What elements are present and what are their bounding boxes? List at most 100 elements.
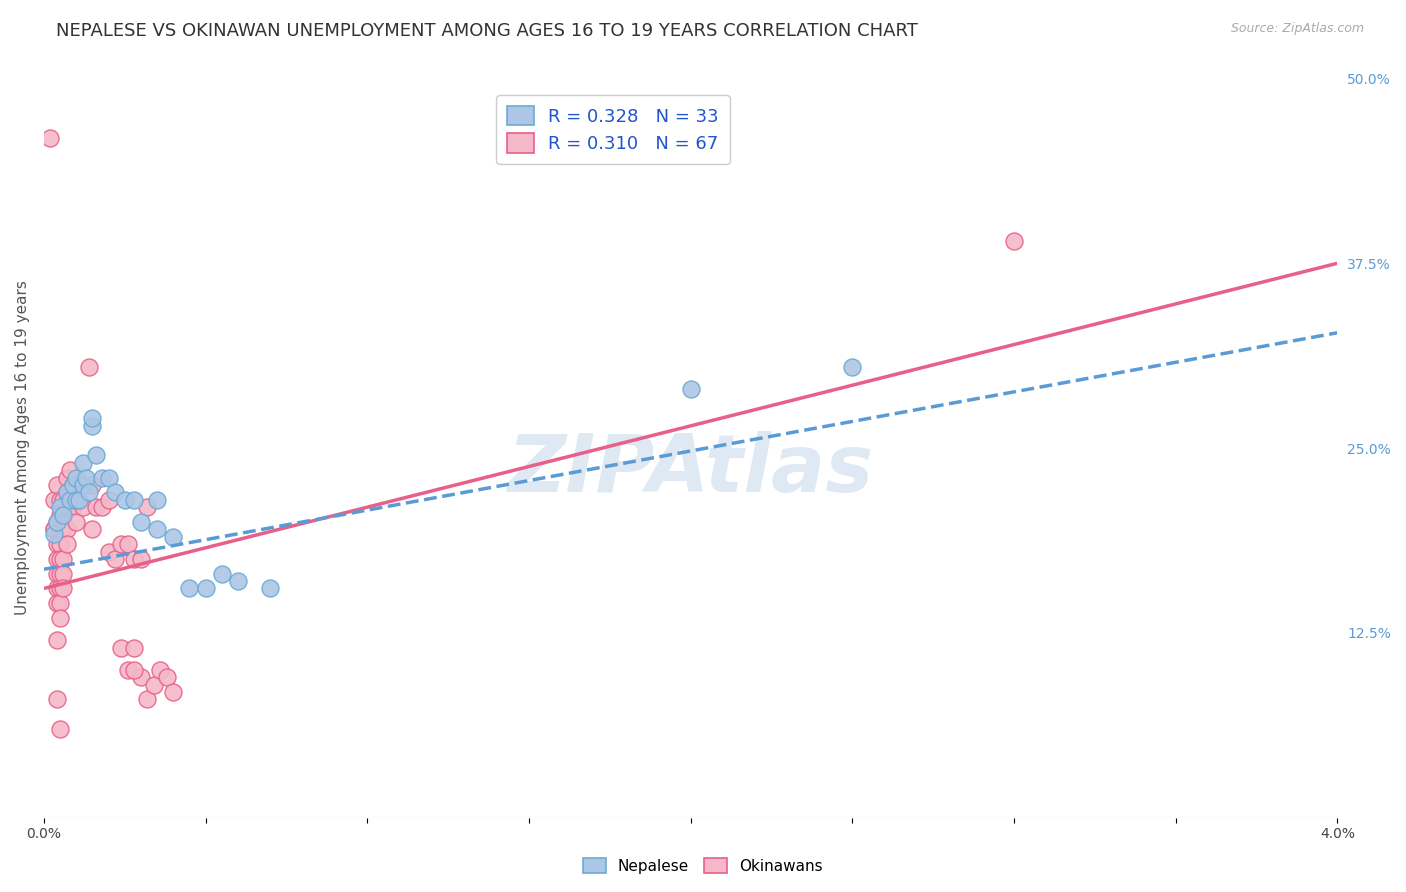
Point — [124, 552, 146, 566]
Point — [69, 492, 91, 507]
Point — [49, 492, 72, 507]
Point — [226, 574, 249, 588]
Point — [52, 552, 75, 566]
Point — [72, 500, 94, 515]
Point — [59, 485, 82, 500]
Point — [42, 526, 65, 541]
Point — [129, 552, 152, 566]
Y-axis label: Unemployment Among Ages 16 to 19 years: Unemployment Among Ages 16 to 19 years — [15, 281, 30, 615]
Point — [62, 478, 84, 492]
Point — [142, 677, 165, 691]
Legend: R = 0.328   N = 33, R = 0.310   N = 67: R = 0.328 N = 33, R = 0.310 N = 67 — [496, 95, 730, 163]
Point — [194, 582, 217, 596]
Point — [82, 411, 104, 425]
Point — [75, 470, 97, 484]
Point — [52, 582, 75, 596]
Point — [72, 456, 94, 470]
Point — [162, 530, 184, 544]
Point — [52, 522, 75, 536]
Point — [55, 470, 77, 484]
Point — [45, 566, 67, 581]
Point — [45, 515, 67, 529]
Point — [55, 500, 77, 515]
Point — [97, 470, 120, 484]
Point — [77, 359, 100, 374]
Point — [55, 485, 77, 500]
Point — [156, 670, 179, 684]
Point — [84, 449, 107, 463]
Point — [49, 582, 72, 596]
Point — [45, 692, 67, 706]
Point — [82, 522, 104, 536]
Point — [52, 508, 75, 522]
Point — [91, 500, 114, 515]
Point — [117, 663, 139, 677]
Point — [39, 130, 62, 145]
Point — [129, 515, 152, 529]
Point — [97, 544, 120, 558]
Point — [65, 470, 87, 484]
Point — [65, 492, 87, 507]
Point — [69, 492, 91, 507]
Point — [124, 663, 146, 677]
Point — [65, 515, 87, 529]
Point — [42, 492, 65, 507]
Point — [42, 522, 65, 536]
Point — [59, 463, 82, 477]
Point — [45, 582, 67, 596]
Point — [62, 478, 84, 492]
Point — [52, 566, 75, 581]
Point — [841, 359, 863, 374]
Point — [110, 640, 132, 655]
Text: NEPALESE VS OKINAWAN UNEMPLOYMENT AMONG AGES 16 TO 19 YEARS CORRELATION CHART: NEPALESE VS OKINAWAN UNEMPLOYMENT AMONG … — [56, 22, 918, 40]
Point — [146, 522, 169, 536]
Point — [49, 508, 72, 522]
Point — [45, 633, 67, 648]
Point — [45, 537, 67, 551]
Point — [49, 722, 72, 736]
Point — [45, 596, 67, 610]
Point — [49, 522, 72, 536]
Point — [91, 470, 114, 484]
Point — [52, 508, 75, 522]
Point — [45, 515, 67, 529]
Point — [114, 492, 136, 507]
Point — [82, 418, 104, 433]
Point — [49, 537, 72, 551]
Point — [136, 692, 159, 706]
Point — [52, 492, 75, 507]
Point — [179, 582, 201, 596]
Point — [72, 478, 94, 492]
Point — [84, 500, 107, 515]
Point — [136, 500, 159, 515]
Point — [124, 640, 146, 655]
Point — [49, 500, 72, 515]
Point — [42, 522, 65, 536]
Point — [104, 485, 127, 500]
Point — [82, 478, 104, 492]
Point — [97, 492, 120, 507]
Point — [65, 492, 87, 507]
Point — [45, 478, 67, 492]
Legend: Nepalese, Okinawans: Nepalese, Okinawans — [576, 852, 830, 880]
Point — [49, 596, 72, 610]
Point — [149, 663, 172, 677]
Point — [77, 485, 100, 500]
Point — [55, 522, 77, 536]
Point — [49, 566, 72, 581]
Point — [211, 566, 233, 581]
Point — [124, 492, 146, 507]
Point — [62, 500, 84, 515]
Point — [49, 552, 72, 566]
Point — [129, 670, 152, 684]
Point — [259, 582, 281, 596]
Point — [679, 382, 702, 396]
Point — [110, 537, 132, 551]
Point — [45, 552, 67, 566]
Point — [1002, 234, 1025, 248]
Point — [117, 537, 139, 551]
Point — [59, 492, 82, 507]
Point — [104, 552, 127, 566]
Text: Source: ZipAtlas.com: Source: ZipAtlas.com — [1230, 22, 1364, 36]
Point — [146, 492, 169, 507]
